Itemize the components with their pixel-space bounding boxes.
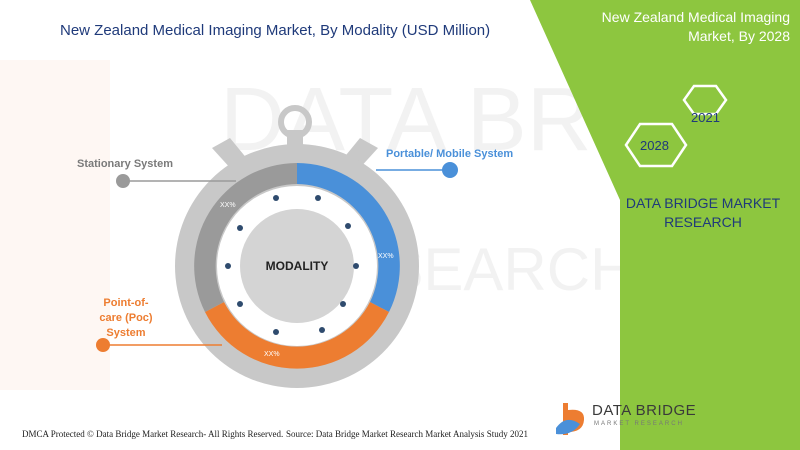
year-2028-label: 2028 xyxy=(640,138,669,153)
dial-dots xyxy=(225,195,359,335)
green-panel xyxy=(530,0,800,450)
brand-line2: RESEARCH xyxy=(664,214,742,230)
brand-line1: DATA BRIDGE MARKET xyxy=(625,195,781,211)
poc-label: Point-of- care (Poc) System xyxy=(86,296,166,341)
stationary-label: Stationary System xyxy=(77,158,173,170)
segment-label-portable: XX% xyxy=(378,253,394,260)
year-2021-label: 2021 xyxy=(691,110,720,125)
logo-mark xyxy=(556,403,585,435)
hexagon-2021 xyxy=(682,84,728,116)
brand-title: DATA BRIDGE MARKET RESEARCH xyxy=(613,194,793,232)
segment-label-stationary: XX% xyxy=(220,202,236,209)
segment-poc xyxy=(205,302,389,369)
hexagon-2028 xyxy=(624,122,688,168)
panel-title: New Zealand Medical Imaging Market, By 2… xyxy=(590,8,790,46)
segment-label-poc: XX% xyxy=(264,351,280,358)
footer-source: Source: Data Bridge Market Research Mark… xyxy=(286,429,528,439)
poc-label-line2: care (Poc) System xyxy=(99,312,153,339)
center-disc xyxy=(240,209,354,323)
center-label: MODALITY xyxy=(266,259,329,273)
footer-copyright: DMCA Protected © Data Bridge Market Rese… xyxy=(22,429,284,439)
portable-label: Portable/ Mobile System xyxy=(386,148,514,160)
stationary-marker xyxy=(116,174,130,188)
poc-label-line1: Point-of- xyxy=(103,297,149,309)
chart-title: New Zealand Medical Imaging Market, By M… xyxy=(60,22,491,39)
poc-marker xyxy=(96,338,110,352)
logo-sub: MARKET RESEARCH xyxy=(594,421,684,427)
panel-title-line2: Market, By 2028 xyxy=(688,28,790,44)
segment-stationary xyxy=(194,163,297,312)
logo-name: DATA BRIDGE xyxy=(592,402,697,419)
portable-marker xyxy=(442,162,458,178)
segment-portable xyxy=(297,163,400,312)
panel-title-line1: New Zealand Medical Imaging xyxy=(601,9,790,25)
